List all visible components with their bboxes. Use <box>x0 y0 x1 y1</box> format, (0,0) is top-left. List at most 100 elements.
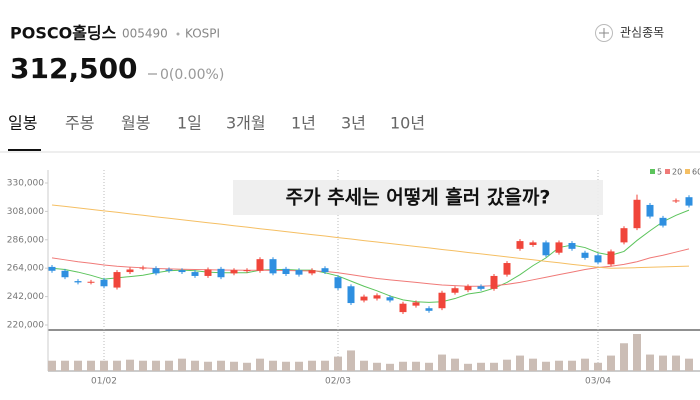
legend-label: 20 <box>672 168 682 177</box>
volume-bar <box>100 360 108 371</box>
chart: 220,000 242,000 264,000 286,000 308,000 330,0… <box>0 151 700 387</box>
volume-bar <box>451 358 459 371</box>
legend-swatch <box>665 169 670 174</box>
moving-average-line <box>51 209 690 303</box>
volume-bar <box>360 360 368 371</box>
tab[interactable]: 10년 <box>390 114 425 133</box>
tab[interactable]: 일봉 <box>8 114 37 133</box>
x-tick-label: 01/02 <box>91 377 117 387</box>
candle-body <box>61 270 69 278</box>
candle-body <box>243 270 251 272</box>
candle-body <box>230 270 238 274</box>
candle-body <box>451 288 459 293</box>
candle-body <box>373 295 381 299</box>
volume-bar <box>321 360 329 371</box>
volume-bar <box>607 355 615 371</box>
tabs: 일봉 주봉 월봉 1일 3개월 1년 3년 10년 <box>8 114 425 133</box>
candle-body <box>217 268 225 278</box>
candle-body <box>100 279 108 287</box>
overlay-box <box>233 180 603 215</box>
market: KOSPI <box>185 27 220 41</box>
separator-dot <box>176 32 180 36</box>
candle-body <box>74 281 82 283</box>
candle-body <box>295 270 303 275</box>
candle-body <box>360 296 368 301</box>
candle-body <box>555 242 563 253</box>
candle-body <box>594 255 602 263</box>
candle-body <box>516 241 524 249</box>
volume-bar <box>113 360 121 371</box>
volume-bar <box>295 361 303 371</box>
candle-body <box>672 200 680 202</box>
candle-body <box>386 297 394 301</box>
volume-bar <box>165 360 173 371</box>
candle-body <box>152 268 160 274</box>
volume-bar <box>412 361 420 371</box>
candle-body <box>399 303 407 313</box>
plus-circle[interactable] <box>595 24 613 42</box>
tab[interactable]: 1일 <box>177 114 202 133</box>
candle-body <box>282 268 290 275</box>
candle-body <box>633 199 641 229</box>
candle-body <box>308 270 316 274</box>
volume-bar <box>425 362 433 371</box>
overlay-text: 주가 추세는 어떻게 흘러 갔을까? <box>286 186 551 209</box>
tab[interactable]: 3년 <box>341 114 366 133</box>
candle-body <box>581 252 589 258</box>
volume-bar <box>191 360 199 371</box>
volume-bar <box>204 361 212 371</box>
tab[interactable]: 1년 <box>291 114 316 133</box>
price: 312,500 <box>10 52 138 85</box>
volume-bar <box>386 363 394 371</box>
candle-body <box>490 275 498 289</box>
y-tick-label: 242,000 <box>7 292 44 302</box>
candle-body <box>529 242 537 245</box>
moving-average-line <box>51 248 690 287</box>
stock-code: 005490 <box>122 27 168 41</box>
volume-bar <box>61 360 69 371</box>
volume-bar <box>178 358 186 371</box>
tab[interactable]: 3개월 <box>226 114 266 133</box>
candle-body <box>412 302 420 306</box>
candle-body <box>503 263 511 275</box>
candle-body <box>464 286 472 291</box>
volume-bar <box>594 362 602 371</box>
candle-body <box>659 217 667 226</box>
volume-bar <box>633 334 641 371</box>
candle-body <box>165 269 173 271</box>
candle-body <box>126 269 134 273</box>
volume-bar <box>230 361 238 371</box>
candle-body <box>256 259 264 271</box>
candle-body <box>438 292 446 309</box>
candle-body <box>139 267 147 269</box>
volume-bar <box>490 362 498 371</box>
volume-bar <box>269 360 277 371</box>
volume-bar <box>503 359 511 371</box>
volume-bar <box>529 358 537 371</box>
candle-body <box>620 228 628 243</box>
volume-bar <box>347 350 355 371</box>
volume-bar <box>685 358 693 371</box>
watch-label[interactable]: 관심종목 <box>620 26 664 40</box>
volume-bar <box>581 358 589 371</box>
volume-bar <box>399 361 407 371</box>
candle-body <box>48 266 56 271</box>
tab[interactable]: 주봉 <box>65 114 94 133</box>
volume-bar <box>74 360 82 371</box>
moving-average-line <box>51 204 690 269</box>
legend-swatch <box>685 169 690 174</box>
volume-bar <box>334 356 342 371</box>
volume-bar <box>126 359 134 371</box>
candle-body <box>347 286 355 304</box>
tab[interactable]: 월봉 <box>121 114 150 133</box>
watch-button[interactable]: 관심종목 <box>595 24 665 42</box>
volume-bar <box>646 354 654 371</box>
volume-bar <box>139 360 147 371</box>
volume-bar <box>568 360 576 371</box>
volume-bar <box>152 360 160 371</box>
y-tick-label: 286,000 <box>7 235 44 245</box>
candle-body <box>321 268 329 273</box>
candle-body <box>425 308 433 311</box>
candle-body <box>204 269 212 276</box>
